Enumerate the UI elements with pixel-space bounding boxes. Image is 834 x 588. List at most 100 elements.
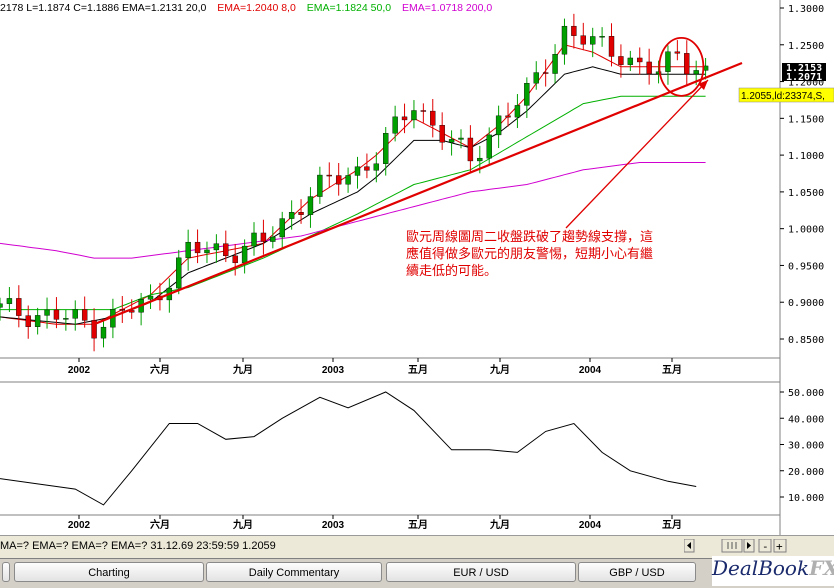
ohlc-readout: 2178 L=1.1874 C=1.1886 (0, 2, 119, 14)
ema-50-legend: EMA=1.1824 50,0 (307, 2, 392, 14)
candle-body (194, 241, 201, 254)
candle-body (684, 53, 690, 75)
candle-body (72, 309, 78, 319)
candle-body (401, 116, 408, 121)
candle-body (571, 25, 577, 36)
ema-200-legend: EMA=1.0718 200,0 (402, 2, 492, 14)
price-badge-top-text: 1.2153 (786, 63, 822, 74)
x-tick-label: 五月 (408, 364, 428, 376)
candle-body (270, 236, 276, 242)
candle-body (53, 309, 60, 320)
price-x-axis: 2002 六月 九月 2003 五月 九月 2004 五月 (68, 358, 682, 376)
annotation-line-3: 續走低的可能。 (406, 263, 497, 279)
chart-scroll-controls[interactable]: - + (684, 539, 824, 553)
y-tick-label: 10.000 (788, 493, 824, 504)
x-tick-label: 2002 (68, 365, 91, 376)
ema-line (0, 44, 706, 325)
candle-body (693, 70, 699, 75)
ema-legend: EMA=1.2131 20,0 EMA=1.2040 8,0 EMA=1.182… (122, 2, 492, 14)
status-bar: MA=? EMA=? EMA=? EMA=? 31.12.69 23:59:59… (0, 535, 834, 558)
zoom-in-button[interactable] (773, 539, 787, 553)
candle-body (646, 61, 652, 75)
candle-body (618, 56, 624, 65)
candle-body (627, 57, 634, 65)
candle-body (589, 36, 596, 45)
commentary-annotation: 歐元周線圖周二收盤跌破了趨勢線支撐，這 應值得做多歐元的朋友警惕，短期小心有繼 … (406, 229, 657, 279)
y-tick-label: 1.2000 (788, 78, 824, 89)
price-y-axis: 1.3000 1.2500 1.2000 1.1500 1.1000 1.0500 1.00… (780, 4, 824, 346)
x-tick-label: 九月 (232, 363, 253, 376)
candle-body (16, 298, 22, 316)
candle-body (552, 54, 558, 74)
candle-body (345, 175, 351, 185)
candle-body (260, 232, 267, 242)
candle-body (420, 110, 427, 112)
candle-body (147, 295, 154, 300)
indicator-line (0, 391, 697, 506)
y-tick-label: 30.000 (788, 441, 824, 452)
arrow-left-icon (687, 542, 691, 549)
tab-bar: Charting Daily Commentary EUR / USD GBP … (0, 558, 834, 588)
tab-blank[interactable] (2, 562, 10, 582)
candle-body (326, 174, 332, 177)
minus-icon: - (762, 540, 769, 553)
plus-icon: + (776, 540, 783, 553)
candle-body (495, 115, 502, 136)
candle-body (232, 255, 238, 264)
annotation-line-1: 歐元周線圖周二收盤跌破了趨勢線支撐，這 (406, 229, 653, 245)
y-tick-label: 1.0000 (788, 225, 824, 236)
zoom-out-button[interactable] (758, 539, 772, 553)
candle-body (279, 218, 285, 238)
candle-body (458, 137, 464, 140)
tab-gbp-usd[interactable]: GBP / USD (578, 562, 696, 582)
candle-body (44, 309, 50, 316)
y-tick-label: 50.000 (788, 388, 824, 399)
y-tick-label: 1.2500 (788, 41, 824, 52)
trendline-layer (93, 36, 743, 326)
candle-body (599, 36, 605, 38)
candle-body (307, 196, 314, 215)
y-tick-label: 0.9000 (788, 298, 824, 309)
indicator-y-axis: 50.000 40.000 30.000 20.000 10.000 (780, 388, 824, 504)
candle-body (317, 174, 323, 197)
candle-body (373, 163, 380, 171)
status-text: MA=? EMA=? EMA=? EMA=? 31.12.69 23:59:59… (0, 540, 276, 552)
crosshair-label: 1.2055,ld:23374,S, (741, 91, 825, 102)
candle-body (213, 243, 220, 251)
x-tick-label: 五月 (662, 364, 682, 376)
candle-body (91, 320, 97, 339)
candle-body (298, 212, 304, 215)
candle-body (674, 51, 681, 54)
y-tick-label: 20.000 (788, 467, 824, 478)
price-panel[interactable] (0, 0, 780, 358)
tab-daily-commentary[interactable]: Daily Commentary (206, 562, 382, 582)
candle-body (411, 110, 417, 121)
logo-fx: FX (809, 556, 834, 580)
candle-body (251, 232, 257, 247)
price-badge-bottom-text: 1.2071 (786, 72, 822, 83)
x-tick-label: 六月 (150, 518, 170, 531)
candle-body (185, 241, 191, 259)
tab-charting[interactable]: Charting (14, 562, 204, 582)
highlight-ring (658, 36, 705, 97)
tab-eur-usd[interactable]: EUR / USD (386, 562, 576, 582)
candle-body (533, 72, 539, 84)
x-tick-label: 九月 (489, 363, 510, 376)
y-tick-label: 1.0500 (788, 188, 824, 199)
ema-line (0, 162, 706, 259)
candle-body (514, 105, 521, 118)
x-tick-label: 2003 (322, 365, 345, 376)
candle-body (34, 315, 41, 327)
chart-area[interactable]: 1.3000 1.2500 1.2000 1.1500 1.1000 1.0500 1.00… (0, 0, 834, 535)
price-badge-top (782, 63, 826, 72)
arrow-right-icon (747, 542, 751, 549)
candle-body (608, 36, 615, 57)
x-tick-label: 九月 (489, 518, 510, 531)
candle-body (25, 315, 31, 327)
candle-body (354, 166, 361, 176)
candle-body (241, 245, 248, 264)
candle-body (448, 139, 455, 143)
y-tick-label: 1.1500 (788, 114, 824, 125)
y-tick-label: 0.9500 (788, 261, 824, 272)
ema-20-legend: EMA=1.2131 20,0 (122, 2, 207, 14)
